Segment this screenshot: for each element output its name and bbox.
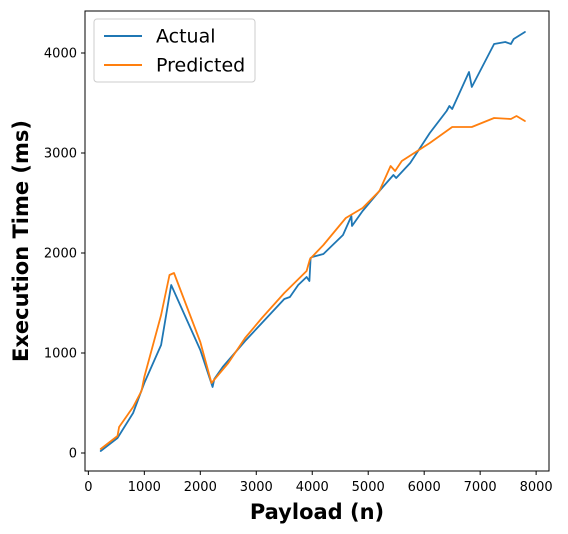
- y-tick-label: 1000: [44, 347, 77, 362]
- x-tick-label: 5000: [352, 480, 385, 495]
- plot-area: [84, 10, 550, 472]
- y-tick-label: 3000: [44, 147, 77, 162]
- y-axis: 0 1000 2000 3000 4000: [44, 47, 85, 462]
- series-line-predicted: [99, 115, 526, 450]
- legend-label-predicted: Predicted: [156, 55, 245, 77]
- legend: Actual Predicted: [93, 18, 256, 83]
- x-tick-label: 6000: [408, 480, 441, 495]
- y-axis-label: Execution Time (ms): [9, 120, 33, 362]
- x-tick-label: 1000: [128, 480, 161, 495]
- x-tick-label: 2000: [184, 480, 217, 495]
- x-tick-label: 3000: [240, 480, 273, 495]
- x-axis: 0 1000 2000 3000 4000 5000 6000 7000 8000: [84, 471, 553, 495]
- series-layer: [99, 31, 526, 452]
- y-tick-label: 0: [69, 447, 77, 462]
- x-tick-label: 7000: [464, 480, 497, 495]
- x-tick-label: 8000: [520, 480, 553, 495]
- x-tick-label: 4000: [296, 480, 329, 495]
- x-tick-label: 0: [84, 480, 92, 495]
- y-tick-label: 4000: [44, 47, 77, 62]
- legend-box: [93, 18, 256, 83]
- series-line-actual: [99, 31, 526, 452]
- plot-frame: [84, 10, 550, 472]
- legend-label-actual: Actual: [156, 26, 216, 48]
- y-tick-label: 2000: [44, 247, 77, 262]
- x-axis-label: Payload (n): [250, 500, 384, 524]
